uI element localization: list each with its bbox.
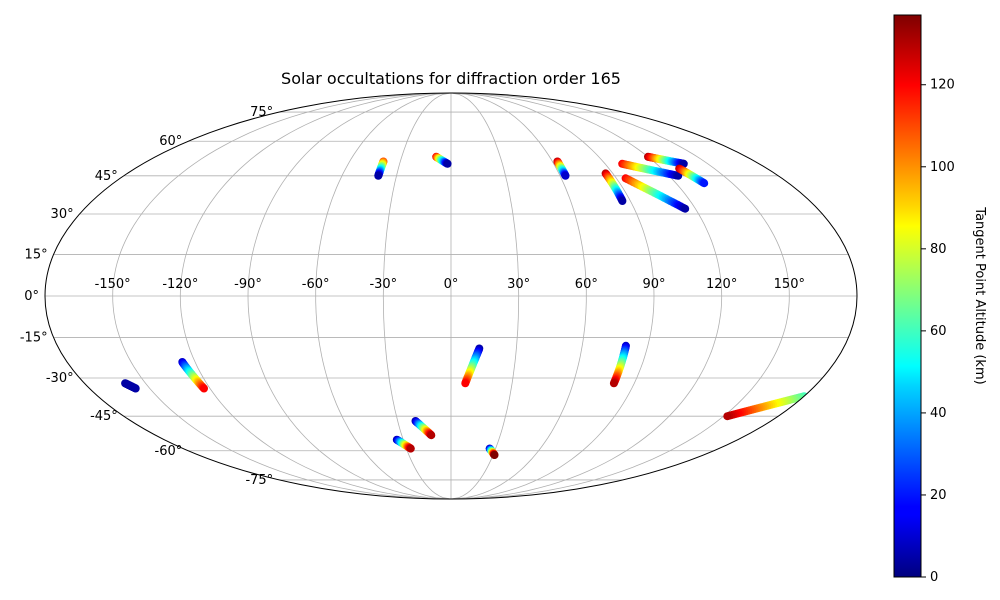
colorbar-ticks: 0 20 40 60 80 100 120 (921, 78, 955, 585)
longitude-tick-label: 150° (774, 277, 805, 292)
longitude-tick-label: -60° (302, 277, 330, 292)
colorbar-label: Tangent Point Altitude (km) (972, 206, 987, 384)
latitude-tick-label: 15° (25, 247, 48, 262)
latitude-tick-labels: -75° -60° -45° -30° -15° 0° 15° 30° 45° 60° 75° (20, 105, 273, 488)
colorbar: 0 20 40 60 80 100 120 Tangent Point Altitude (… (893, 14, 987, 585)
track-point (443, 159, 452, 168)
track-point (723, 412, 732, 421)
map-grid (45, 93, 857, 499)
latitude-tick-label: -30° (46, 371, 74, 386)
track-point (490, 451, 499, 459)
track-point (131, 384, 140, 393)
occultation-track (621, 174, 690, 213)
occultation-track (485, 444, 499, 459)
longitude-tick-label: -120° (162, 277, 198, 292)
occultation-track (178, 358, 208, 393)
track-point (427, 431, 436, 440)
occultation-track (553, 157, 570, 180)
occultation-track (618, 159, 683, 180)
occultation-track (461, 344, 484, 388)
track-point (609, 379, 618, 388)
latitude-tick-label: -45° (90, 409, 118, 424)
track-point (406, 444, 415, 453)
colorbar-tick-label: 120 (930, 78, 955, 93)
occultation-tracks (121, 152, 809, 459)
colorbar-tick-label: 80 (930, 242, 947, 257)
latitude-tick-label: 0° (24, 289, 39, 304)
colorbar-tick-label: 0 (930, 570, 938, 585)
occultation-track (411, 417, 436, 440)
latitude-tick-label: 30° (51, 207, 74, 222)
longitude-tick-label: 120° (706, 277, 737, 292)
latitude-tick-label: 60° (159, 134, 182, 149)
longitude-tick-label: 90° (642, 277, 665, 292)
track-point (681, 204, 690, 213)
occultation-track (432, 152, 452, 168)
track-point (700, 179, 709, 188)
occultation-track (601, 169, 627, 205)
colorbar-tick-label: 60 (930, 324, 947, 339)
latitude-tick-label: 45° (95, 169, 118, 184)
occultation-track (374, 157, 388, 180)
occultation-track (392, 435, 415, 453)
occultation-track (121, 379, 140, 393)
colorbar-tick-label: 100 (930, 160, 955, 175)
track-point (374, 171, 383, 180)
track-point (561, 171, 570, 180)
latitude-tick-label: -60° (155, 444, 183, 459)
track-point (461, 379, 470, 388)
colorbar-tick-label: 40 (930, 406, 947, 421)
track-point (618, 197, 627, 205)
latitude-tick-label: 75° (250, 105, 273, 120)
map-boundary (44, 92, 858, 500)
longitude-tick-label: -150° (95, 277, 131, 292)
colorbar-tick-label: 20 (930, 488, 947, 503)
track-point (200, 384, 208, 393)
occultation-track (675, 164, 709, 188)
longitude-tick-label: -90° (234, 277, 262, 292)
latitude-tick-label: -75° (245, 473, 273, 488)
track-point (674, 171, 683, 180)
colorbar-gradient (893, 14, 922, 578)
chart-title: Solar occultations for diffraction order… (281, 69, 621, 88)
longitude-tick-label: 60° (575, 277, 598, 292)
longitude-tick-label: -30° (369, 277, 397, 292)
latitude-tick-label: -15° (20, 331, 48, 346)
occultation-track (609, 341, 630, 388)
longitude-tick-labels: -150° -120° -90° -60° -30° 0° 30° 60° 90° 120° 150… (95, 277, 805, 292)
longitude-tick-label: 0° (444, 277, 459, 292)
longitude-tick-label: 30° (507, 277, 530, 292)
